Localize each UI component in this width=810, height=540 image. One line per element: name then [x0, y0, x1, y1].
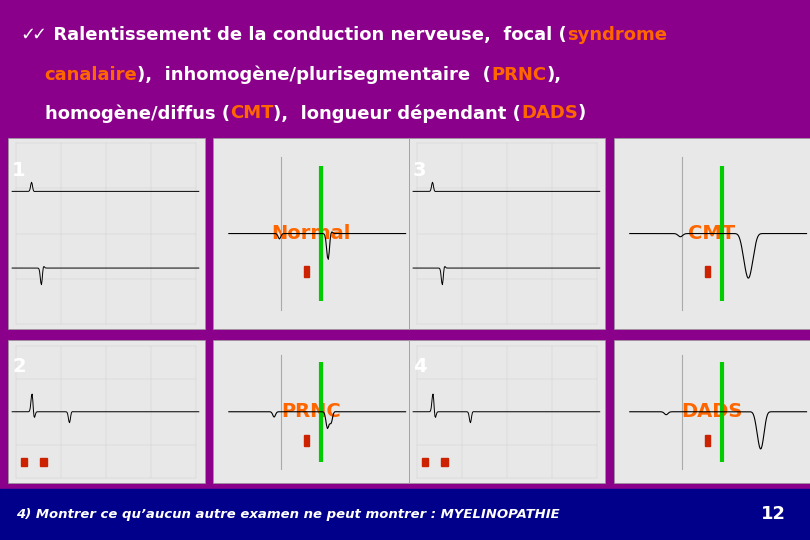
Text: 4) Montrer ce qu’aucun autre examen ne peut montrer : MYELINOPATHIE: 4) Montrer ce qu’aucun autre examen ne p… — [16, 508, 560, 521]
Text: PRNC: PRNC — [281, 402, 341, 421]
Bar — [409, 138, 606, 329]
Bar — [8, 340, 204, 483]
Text: ),  longueur dépendant (: ), longueur dépendant ( — [273, 104, 521, 123]
Bar — [212, 138, 409, 329]
Text: ),: ), — [546, 65, 561, 84]
Text: 3: 3 — [413, 161, 427, 180]
Bar — [305, 267, 309, 278]
Bar — [614, 138, 810, 329]
Text: CMT: CMT — [230, 104, 273, 123]
Bar — [212, 340, 409, 483]
Text: DADS: DADS — [681, 402, 743, 421]
Text: homogène/diffus (: homogène/diffus ( — [45, 104, 230, 123]
Text: 4: 4 — [413, 357, 427, 376]
Text: Normal: Normal — [271, 224, 351, 243]
Text: ): ) — [578, 104, 586, 123]
Text: 2: 2 — [12, 357, 26, 376]
Bar — [614, 340, 810, 483]
Text: ✓ Ralentissement de la conduction nerveuse,  focal (: ✓ Ralentissement de la conduction nerveu… — [32, 26, 567, 44]
Text: PRNC: PRNC — [491, 65, 546, 84]
Text: DADS: DADS — [521, 104, 578, 123]
Bar — [40, 458, 47, 466]
Bar — [0, 489, 810, 540]
Text: syndrome: syndrome — [567, 26, 667, 44]
Bar — [409, 340, 606, 483]
Text: 1: 1 — [12, 161, 26, 180]
Bar — [706, 435, 710, 446]
Bar — [8, 138, 204, 329]
Bar — [441, 458, 448, 466]
Text: ✓: ✓ — [20, 26, 36, 44]
Bar — [706, 267, 710, 278]
Text: 12: 12 — [761, 505, 786, 523]
Bar — [421, 458, 428, 466]
Text: canalaire: canalaire — [45, 65, 138, 84]
Bar — [305, 435, 309, 446]
Text: ),  inhomogène/plurisegmentaire  (: ), inhomogène/plurisegmentaire ( — [138, 65, 491, 84]
Text: CMT: CMT — [688, 224, 735, 243]
Bar — [20, 458, 27, 466]
